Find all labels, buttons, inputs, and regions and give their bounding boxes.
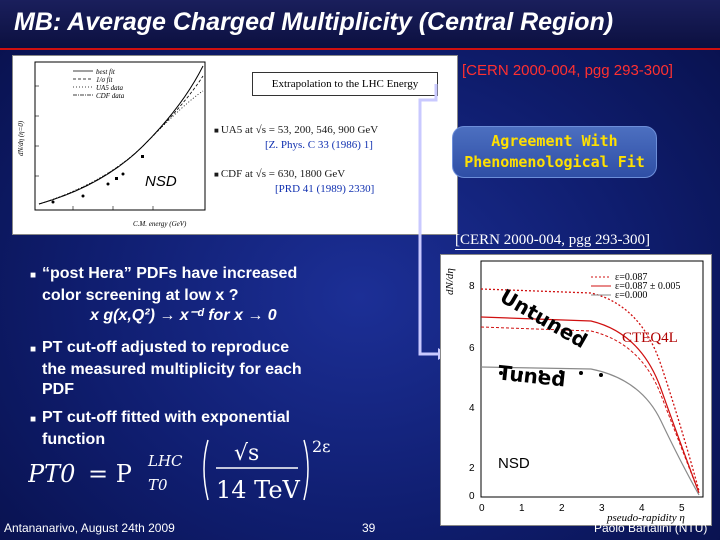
ua5-ref: [Z. Phys. C 33 (1986) 1]: [265, 139, 373, 151]
legend-cdf: CDF data: [96, 92, 125, 100]
footer-venue: Antananarivo, August 24th 2009: [4, 521, 175, 535]
footer-author: Paolo Bartalini (NTU): [594, 521, 708, 535]
legend-fit2: 1/σ fit: [96, 76, 114, 84]
cdf-line: ■ CDF at √s = 630, 1800 GeV: [214, 168, 346, 180]
agreement-line1: Agreement With: [491, 132, 618, 150]
bullet-square-icon: ■: [214, 126, 221, 135]
pseudorapidity-plot: 8 6 4 2 0 0 1 2 3 4 5 ε=0.087 ε=0.087 ± 0.005 ε…: [444, 260, 704, 524]
left-plot-xlabel: C.M. energy (GeV): [133, 220, 187, 228]
legend-eps3: ε=0.000: [615, 290, 647, 301]
legend-best-fit: best fit: [96, 68, 116, 76]
formula-numerator: √s: [234, 441, 259, 466]
right-plot-xlabel: pseudo-rapidity η: [606, 512, 685, 524]
pdf-label: CTEQ4L: [622, 330, 678, 346]
bullet-square-icon: ■: [30, 344, 37, 355]
ytick-8: 8: [469, 281, 475, 292]
svg-text:4: 4: [639, 503, 645, 514]
svg-text:6: 6: [469, 343, 475, 354]
reference-top: [CERN 2000-004, pgg 293-300]: [462, 62, 673, 79]
bullet-2: ■ PT cut-off adjusted to reproduce the me…: [30, 339, 302, 398]
ua5-line: ■ UA5 at √s = 53, 200, 546, 900 GeV: [214, 124, 379, 136]
cutoff-formula: PT0 = P LHC T0 √s 14 TeV 2ε: [27, 437, 358, 512]
formula-denominator: 14 TeV: [216, 476, 301, 504]
energy-extrapolation-plot: best fit 1/σ fit UA5 data CDF data dN/dη…: [17, 61, 206, 228]
svg-text:0: 0: [479, 503, 485, 514]
svg-text:4: 4: [469, 403, 475, 414]
svg-text:5: 5: [679, 503, 685, 514]
extrapolation-label: Extrapolation to the LHC Energy: [252, 72, 438, 96]
right-plot-ylabel: dN/dη: [444, 268, 456, 295]
agreement-callout: Agreement With Phenomenological Fit: [452, 126, 657, 178]
bullet-1: ■ “post Hera” PDFs have increased color s…: [30, 265, 298, 324]
left-plot-ylabel: dN/dη (η=0): [17, 120, 25, 156]
right-plot-panel: 8 6 4 2 0 0 1 2 3 4 5 ε=0.087 ε=0.087 ± 0.005 ε…: [440, 254, 712, 526]
formula-sub: T0: [148, 476, 168, 494]
formula-exponent: 2ε: [312, 438, 330, 456]
legend-eps2: ε=0.087 ± 0.005: [615, 281, 680, 292]
cdf-ref: [PRD 41 (1989) 2330]: [275, 183, 375, 195]
svg-text:2: 2: [559, 503, 565, 514]
svg-text:1: 1: [519, 503, 525, 514]
legend-ua5: UA5 data: [96, 84, 124, 92]
nsd-label-right: NSD: [498, 455, 530, 472]
formula-lhs: PT0: [28, 460, 75, 488]
formula-eq: = P: [88, 460, 132, 488]
formula-graphic: PT0 = P LHC T0 √s 14 TeV 2ε: [27, 437, 330, 504]
svg-text:3: 3: [599, 503, 605, 514]
svg-text:2: 2: [469, 463, 475, 474]
page-number: 39: [362, 521, 376, 535]
svg-text:0: 0: [469, 491, 475, 502]
bullet-square-icon: ■: [214, 170, 221, 179]
slide-title: MB: Average Charged Multiplicity (Centra…: [14, 8, 614, 36]
legend-eps1: ε=0.087: [615, 272, 647, 283]
formula-sup: LHC: [147, 452, 183, 470]
bullet-3: ■ PT cut-off fitted with exponential func…: [30, 409, 290, 448]
bullet-square-icon: ■: [30, 270, 37, 281]
nsd-label-left: NSD: [145, 173, 177, 190]
agreement-line2: Phenomenological Fit: [464, 153, 645, 171]
title-bar: [0, 0, 720, 50]
reference-middle: [CERN 2000-004, pgg 293-300]: [455, 232, 650, 250]
bullet-square-icon: ■: [30, 414, 37, 425]
